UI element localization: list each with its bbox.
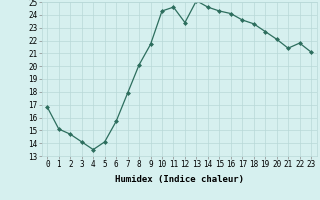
X-axis label: Humidex (Indice chaleur): Humidex (Indice chaleur) bbox=[115, 175, 244, 184]
